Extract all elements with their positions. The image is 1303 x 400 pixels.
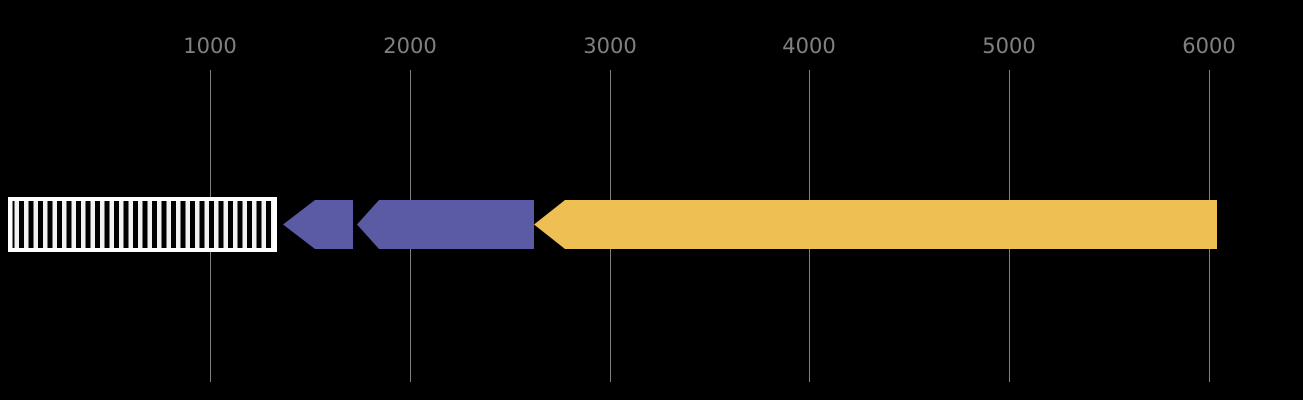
feature-yellow-arrow-1[interactable] <box>534 200 1217 249</box>
axis-tick-label-5000: 5000 <box>982 34 1036 58</box>
axis-tick-label-4000: 4000 <box>782 34 836 58</box>
axis-tick-label-1000: 1000 <box>183 34 237 58</box>
feature-purple-arrow-1[interactable] <box>283 200 353 249</box>
feature-purple-arrow-2[interactable] <box>357 200 534 249</box>
axis-tick-label-3000: 3000 <box>583 34 637 58</box>
axis-tick-label-2000: 2000 <box>383 34 437 58</box>
hatched-region-fill <box>12 201 273 248</box>
feature-hatched-region[interactable] <box>8 197 277 252</box>
axis-tick-label-6000: 6000 <box>1182 34 1236 58</box>
